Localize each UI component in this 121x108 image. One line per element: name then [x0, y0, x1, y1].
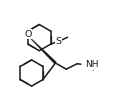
Text: S: S: [55, 37, 61, 46]
Text: NH: NH: [85, 60, 98, 69]
Text: O: O: [24, 30, 32, 39]
Polygon shape: [28, 36, 56, 64]
